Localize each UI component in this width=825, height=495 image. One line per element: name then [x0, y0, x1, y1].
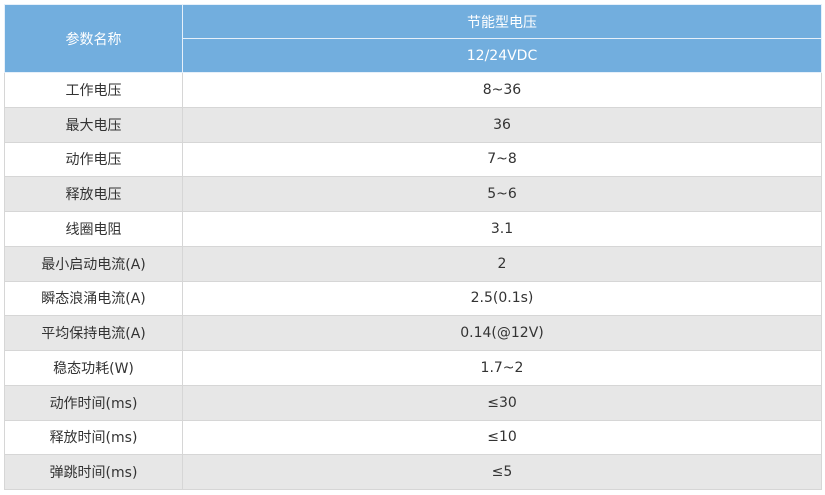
- param-value: 2: [182, 245, 822, 282]
- param-value: ≤5: [182, 454, 822, 490]
- table-row: 工作电压 8~36: [4, 72, 822, 108]
- param-value: 8~36: [182, 72, 822, 108]
- param-name: 释放时间(ms): [4, 419, 183, 456]
- param-name: 动作电压: [4, 141, 183, 178]
- header-param-label: 参数名称: [4, 4, 183, 73]
- table-row: 稳态功耗(W) 1.7~2: [4, 350, 822, 386]
- table-row: 释放电压 5~6: [4, 176, 822, 212]
- param-name: 稳态功耗(W): [4, 350, 183, 386]
- param-value: 1.7~2: [182, 350, 822, 386]
- header-row: 12/24VDC: [5, 38, 822, 73]
- table-row: 释放时间(ms) ≤10: [4, 419, 822, 456]
- param-name: 平均保持电流(A): [4, 315, 183, 351]
- table-body: 工作电压 8~36 最大电压 36 动作电压 7~8 释放电压 5~6 线圈电阻 3.1 最小启动电…: [4, 72, 822, 490]
- param-value: 5~6: [182, 176, 822, 212]
- param-name: 弹跳时间(ms): [4, 454, 183, 490]
- param-name: 最小启动电流(A): [4, 245, 183, 282]
- param-value: 2.5(0.1s): [182, 280, 822, 317]
- param-value: 36: [182, 106, 822, 143]
- param-name: 最大电压: [4, 106, 183, 143]
- table-header: 参数名称 节能型电压 12/24VDC: [4, 4, 822, 73]
- param-name: 瞬态浪涌电流(A): [4, 280, 183, 317]
- param-name: 线圈电阻: [4, 211, 183, 247]
- spec-table: 参数名称 节能型电压 12/24VDC 工作电压 8~36 最大电压 36 动作电压 7~…: [4, 4, 822, 490]
- param-name: 工作电压: [4, 72, 183, 108]
- table-row: 最大电压 36: [4, 106, 822, 143]
- header-spec: 12/24VDC: [182, 38, 822, 73]
- param-name: 动作时间(ms): [4, 384, 183, 421]
- table-row: 动作时间(ms) ≤30: [4, 384, 822, 421]
- param-value: 7~8: [182, 141, 822, 178]
- table-row: 弹跳时间(ms) ≤5: [4, 454, 822, 490]
- table-row: 动作电压 7~8: [4, 141, 822, 178]
- table-row: 平均保持电流(A) 0.14(@12V): [4, 315, 822, 351]
- table-row: 最小启动电流(A) 2: [4, 245, 822, 282]
- param-value: 0.14(@12V): [182, 315, 822, 351]
- header-row: 参数名称 节能型电压: [4, 4, 822, 73]
- param-value: 3.1: [182, 211, 822, 247]
- table-row: 线圈电阻 3.1: [4, 211, 822, 247]
- table-row: 瞬态浪涌电流(A) 2.5(0.1s): [4, 280, 822, 317]
- param-value: ≤10: [182, 419, 822, 456]
- param-name: 释放电压: [4, 176, 183, 212]
- param-value: ≤30: [182, 384, 822, 421]
- header-type: 节能型电压: [182, 4, 822, 39]
